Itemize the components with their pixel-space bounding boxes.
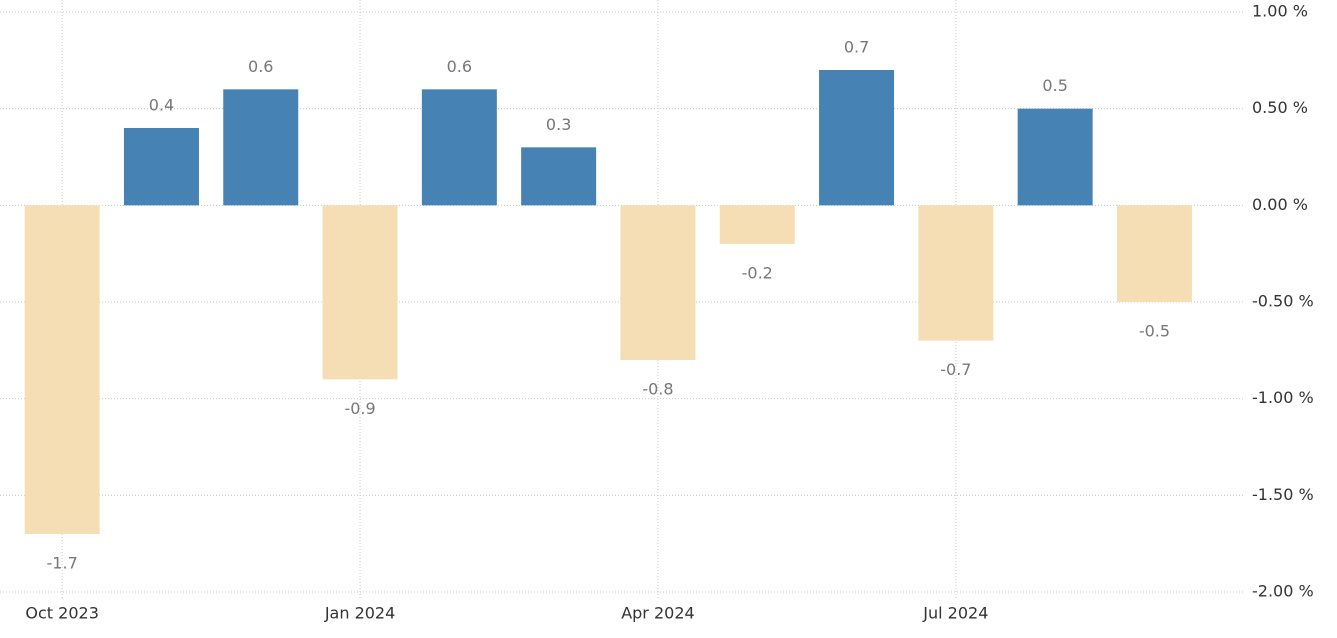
value-label: 0.4 xyxy=(149,96,174,115)
value-label: -0.8 xyxy=(642,380,673,399)
y-tick-label: 0.00 % xyxy=(1252,195,1308,214)
bar xyxy=(123,128,199,206)
value-label: -0.9 xyxy=(344,399,375,418)
bar xyxy=(1017,108,1093,206)
y-tick-label: 1.00 % xyxy=(1252,2,1308,21)
value-label: 0.6 xyxy=(248,57,273,76)
value-label: -1.7 xyxy=(47,554,78,573)
value-label: 0.7 xyxy=(844,38,869,57)
bar xyxy=(322,205,398,380)
x-tick-label: Apr 2024 xyxy=(621,604,694,623)
value-label: 0.5 xyxy=(1042,76,1067,95)
value-label: 0.3 xyxy=(546,115,571,134)
bar xyxy=(819,70,895,206)
bar xyxy=(421,89,497,206)
bar xyxy=(918,205,994,341)
x-tick-label: Jan 2024 xyxy=(324,604,395,623)
value-label: -0.2 xyxy=(742,264,773,283)
bar xyxy=(521,147,597,206)
bar xyxy=(620,205,696,360)
y-tick-label: -1.50 % xyxy=(1252,485,1314,504)
value-label: -0.5 xyxy=(1139,322,1170,341)
bar xyxy=(719,205,795,244)
value-label: 0.6 xyxy=(447,57,472,76)
y-tick-label: -1.00 % xyxy=(1252,388,1314,407)
y-tick-label: -2.00 % xyxy=(1252,582,1314,601)
y-tick-label: -0.50 % xyxy=(1252,292,1314,311)
bar xyxy=(223,89,299,206)
bar xyxy=(24,205,100,535)
y-tick-label: 0.50 % xyxy=(1252,98,1308,117)
x-tick-label: Jul 2024 xyxy=(922,604,988,623)
bar xyxy=(1116,205,1192,302)
x-tick-label: Oct 2023 xyxy=(25,604,98,623)
value-label: -0.7 xyxy=(940,360,971,379)
